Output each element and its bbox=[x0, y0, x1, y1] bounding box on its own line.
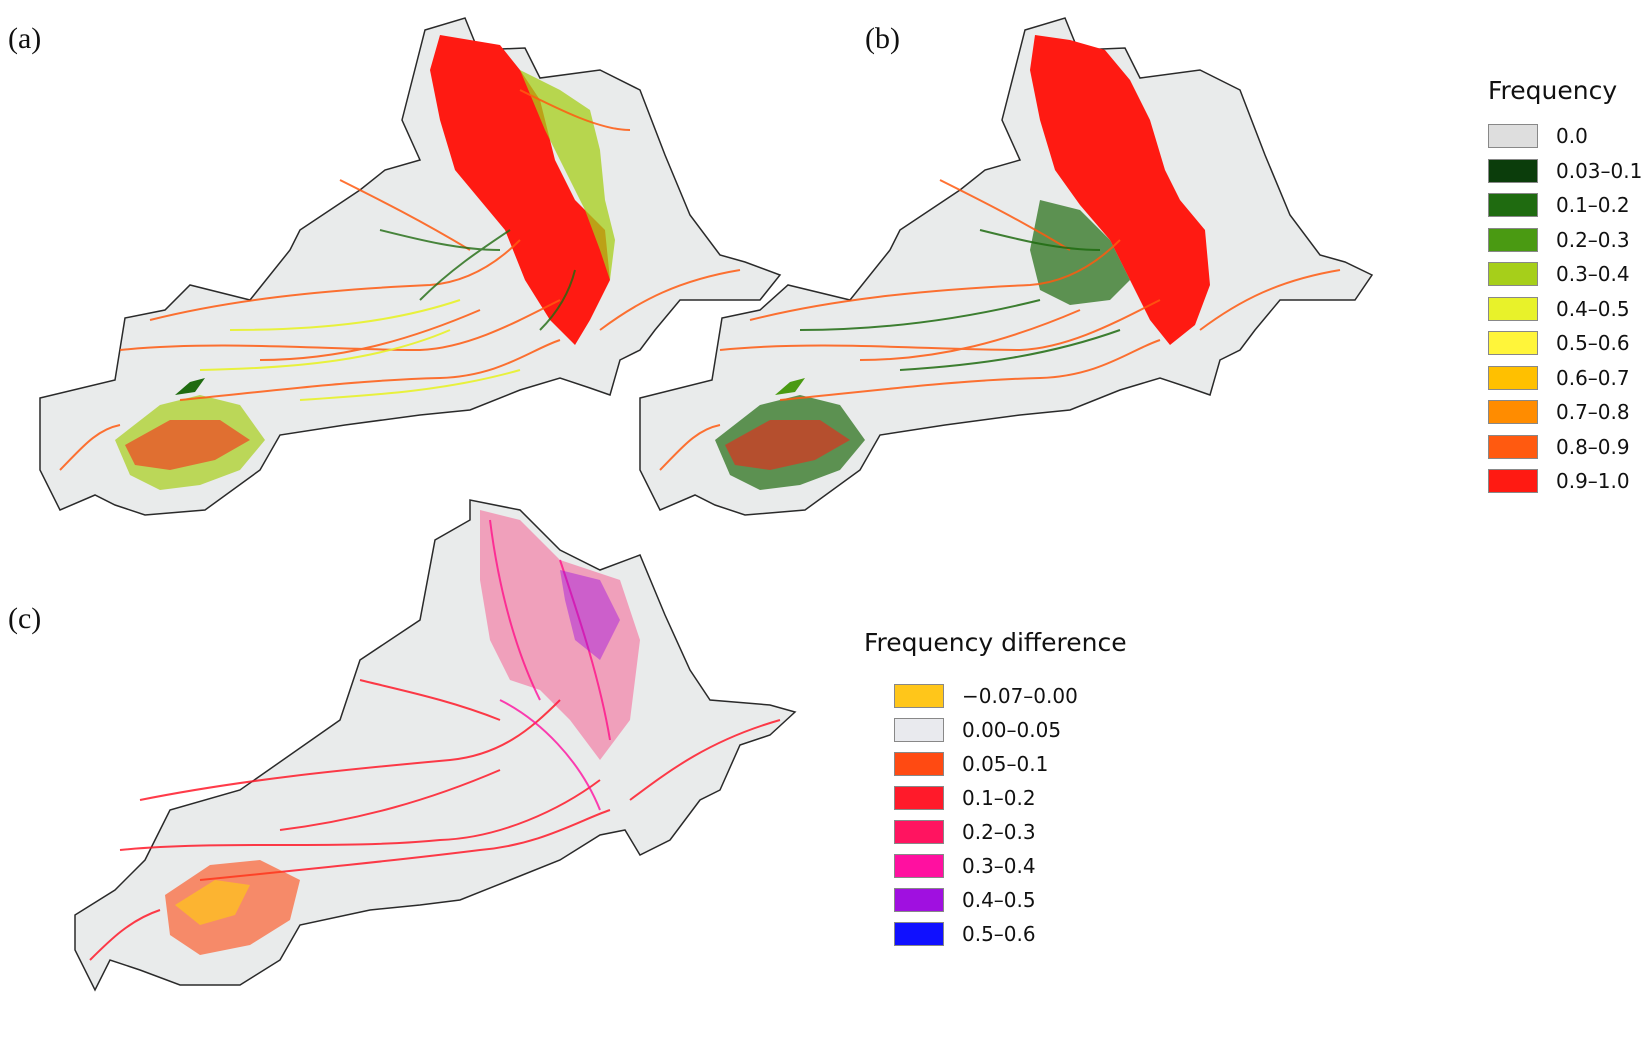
stream-network-a bbox=[59, 89, 741, 471]
panel-a-label: (a) bbox=[8, 22, 42, 55]
freq-swatch bbox=[1488, 469, 1538, 494]
freq-swatch bbox=[1488, 158, 1538, 183]
medium-frequency-fringe-b bbox=[1030, 200, 1130, 305]
legend-frequency: Frequency 0.0 0.03–0.1 0.1–0.2 0.2–0.3 0.3–0… bbox=[1488, 76, 1642, 499]
freq-swatch bbox=[1488, 193, 1538, 218]
diff-label: 0.1–0.2 bbox=[962, 786, 1036, 810]
diff-label: 0.05–0.1 bbox=[962, 752, 1049, 776]
low-frequency-core-b bbox=[725, 420, 850, 470]
freq-swatch bbox=[1488, 400, 1538, 425]
diff-label: 0.5–0.6 bbox=[962, 922, 1036, 946]
freq-label: 0.1–0.2 bbox=[1556, 193, 1630, 218]
diff-row: −0.07–0.00 bbox=[894, 679, 1127, 713]
freq-swatch bbox=[1488, 227, 1538, 252]
diff-row: 0.5–0.6 bbox=[894, 917, 1127, 951]
freq-row: 0.9–1.0 bbox=[1488, 464, 1642, 499]
difference-zone-north-c bbox=[480, 510, 640, 760]
freq-row: 0.6–0.7 bbox=[1488, 361, 1642, 396]
freq-swatch bbox=[1488, 434, 1538, 459]
stream-network-c bbox=[89, 679, 781, 961]
freq-row: 0.3–0.4 bbox=[1488, 257, 1642, 292]
freq-label: 0.8–0.9 bbox=[1556, 434, 1630, 459]
diff-row: 0.00–0.05 bbox=[894, 713, 1127, 747]
diff-row: 0.1–0.2 bbox=[894, 781, 1127, 815]
diff-row: 0.2–0.3 bbox=[894, 815, 1127, 849]
diff-swatch bbox=[894, 786, 944, 810]
freq-swatch bbox=[1488, 331, 1538, 356]
map-panel-b bbox=[639, 17, 1374, 516]
diff-label: 0.00–0.05 bbox=[962, 718, 1062, 742]
map-panel-c bbox=[74, 499, 797, 992]
freq-swatch bbox=[1488, 365, 1538, 390]
freq-row: 0.1–0.2 bbox=[1488, 188, 1642, 223]
panel-b-label: (b) bbox=[865, 22, 900, 55]
diff-swatch bbox=[894, 922, 944, 946]
high-frequency-zone-b bbox=[1030, 35, 1210, 345]
freq-label: 0.3–0.4 bbox=[1556, 262, 1630, 287]
diff-swatch bbox=[894, 820, 944, 844]
freq-label: 0.9–1.0 bbox=[1556, 469, 1630, 494]
diff-swatch bbox=[894, 684, 944, 708]
freq-label: 0.4–0.5 bbox=[1556, 296, 1630, 321]
difference-zone-blue-c bbox=[560, 570, 620, 660]
diff-label: 0.2–0.3 bbox=[962, 820, 1036, 844]
legend-difference-title: Frequency difference bbox=[864, 628, 1127, 657]
freq-label: 0.5–0.6 bbox=[1556, 331, 1630, 356]
diff-swatch bbox=[894, 752, 944, 776]
legend-frequency-difference: Frequency difference −0.07–0.00 0.00–0.05… bbox=[864, 628, 1127, 951]
freq-swatch bbox=[1488, 296, 1538, 321]
freq-label: 0.03–0.1 bbox=[1556, 158, 1643, 183]
low-frequency-core-a bbox=[125, 420, 250, 470]
freq-row: 0.4–0.5 bbox=[1488, 292, 1642, 327]
freq-row: 0.8–0.9 bbox=[1488, 430, 1642, 465]
diff-label: 0.4–0.5 bbox=[962, 888, 1036, 912]
diff-row: 0.05–0.1 bbox=[894, 747, 1127, 781]
diff-label: 0.3–0.4 bbox=[962, 854, 1036, 878]
high-frequency-zone-a bbox=[430, 35, 610, 345]
freq-label: 0.7–0.8 bbox=[1556, 400, 1630, 425]
legend-frequency-title: Frequency bbox=[1488, 76, 1618, 105]
freq-row: 0.5–0.6 bbox=[1488, 326, 1642, 361]
freq-label: 0.6–0.7 bbox=[1556, 365, 1630, 390]
diff-row: 0.3–0.4 bbox=[894, 849, 1127, 883]
freq-swatch bbox=[1488, 262, 1538, 287]
diff-swatch bbox=[894, 718, 944, 742]
freq-label: 0.0 bbox=[1556, 124, 1588, 149]
freq-row: 0.7–0.8 bbox=[1488, 395, 1642, 430]
freq-label: 0.2–0.3 bbox=[1556, 227, 1630, 252]
freq-swatch bbox=[1488, 124, 1538, 149]
diff-row: 0.4–0.5 bbox=[894, 883, 1127, 917]
freq-row: 0.03–0.1 bbox=[1488, 154, 1642, 189]
diff-swatch bbox=[894, 888, 944, 912]
panel-c-label: (c) bbox=[8, 602, 42, 635]
diff-label: −0.07–0.00 bbox=[962, 684, 1078, 708]
basin-outline-b bbox=[639, 17, 1374, 516]
freq-row: 0.0 bbox=[1488, 119, 1642, 154]
freq-row: 0.2–0.3 bbox=[1488, 223, 1642, 258]
diff-swatch bbox=[894, 854, 944, 878]
